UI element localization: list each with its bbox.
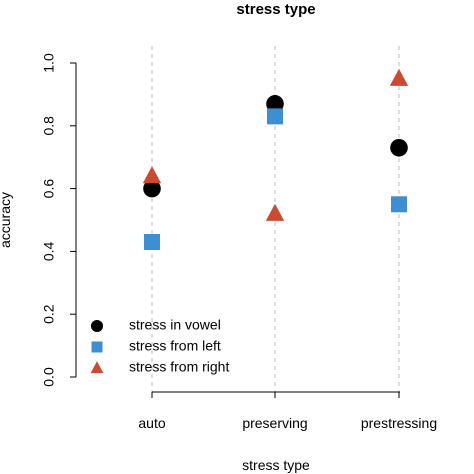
chart-title: stress type	[236, 1, 315, 18]
point-square-prestressing	[391, 196, 407, 213]
x-ticks: auto preserving prestressing	[138, 392, 437, 431]
point-square-auto	[144, 233, 160, 250]
legend-marker-triangle	[90, 361, 104, 373]
y-ticks: 0.0 0.2 0.4 0.6 0.8 1.0	[41, 53, 76, 387]
legend-label: stress from left	[129, 338, 221, 354]
legend-label: stress from right	[129, 359, 229, 375]
y-tick-label: 0.8	[41, 116, 57, 136]
axes	[75, 63, 400, 393]
y-tick-label: 0.2	[41, 304, 57, 324]
x-axis-label: stress type	[242, 457, 310, 473]
point-circle-preserving	[266, 95, 284, 113]
legend-marker-circle	[90, 319, 104, 333]
y-tick-label: 1.0	[41, 53, 57, 73]
point-triangle-auto	[142, 166, 162, 184]
point-triangle-prestressing	[389, 68, 409, 86]
data-points	[142, 68, 409, 250]
point-circle-auto	[143, 179, 161, 198]
y-tick-label: 0.6	[41, 179, 57, 199]
legend-label: stress in vowel	[129, 317, 221, 333]
legend: stress in vowel stress from left stress fr…	[90, 317, 229, 375]
y-tick-label: 0.4	[41, 241, 57, 261]
x-tick-label-preserving: preserving	[242, 415, 307, 431]
point-square-preserving	[267, 108, 283, 125]
point-triangle-preserving	[265, 203, 285, 221]
x-tick-label-auto: auto	[138, 415, 165, 431]
y-tick-label: 0.0	[41, 367, 57, 387]
y-axis-label: accuracy	[0, 192, 13, 248]
x-tick-label-prestressing: prestressing	[361, 415, 437, 431]
legend-marker-square	[91, 341, 103, 353]
point-circle-prestressing	[390, 138, 408, 157]
